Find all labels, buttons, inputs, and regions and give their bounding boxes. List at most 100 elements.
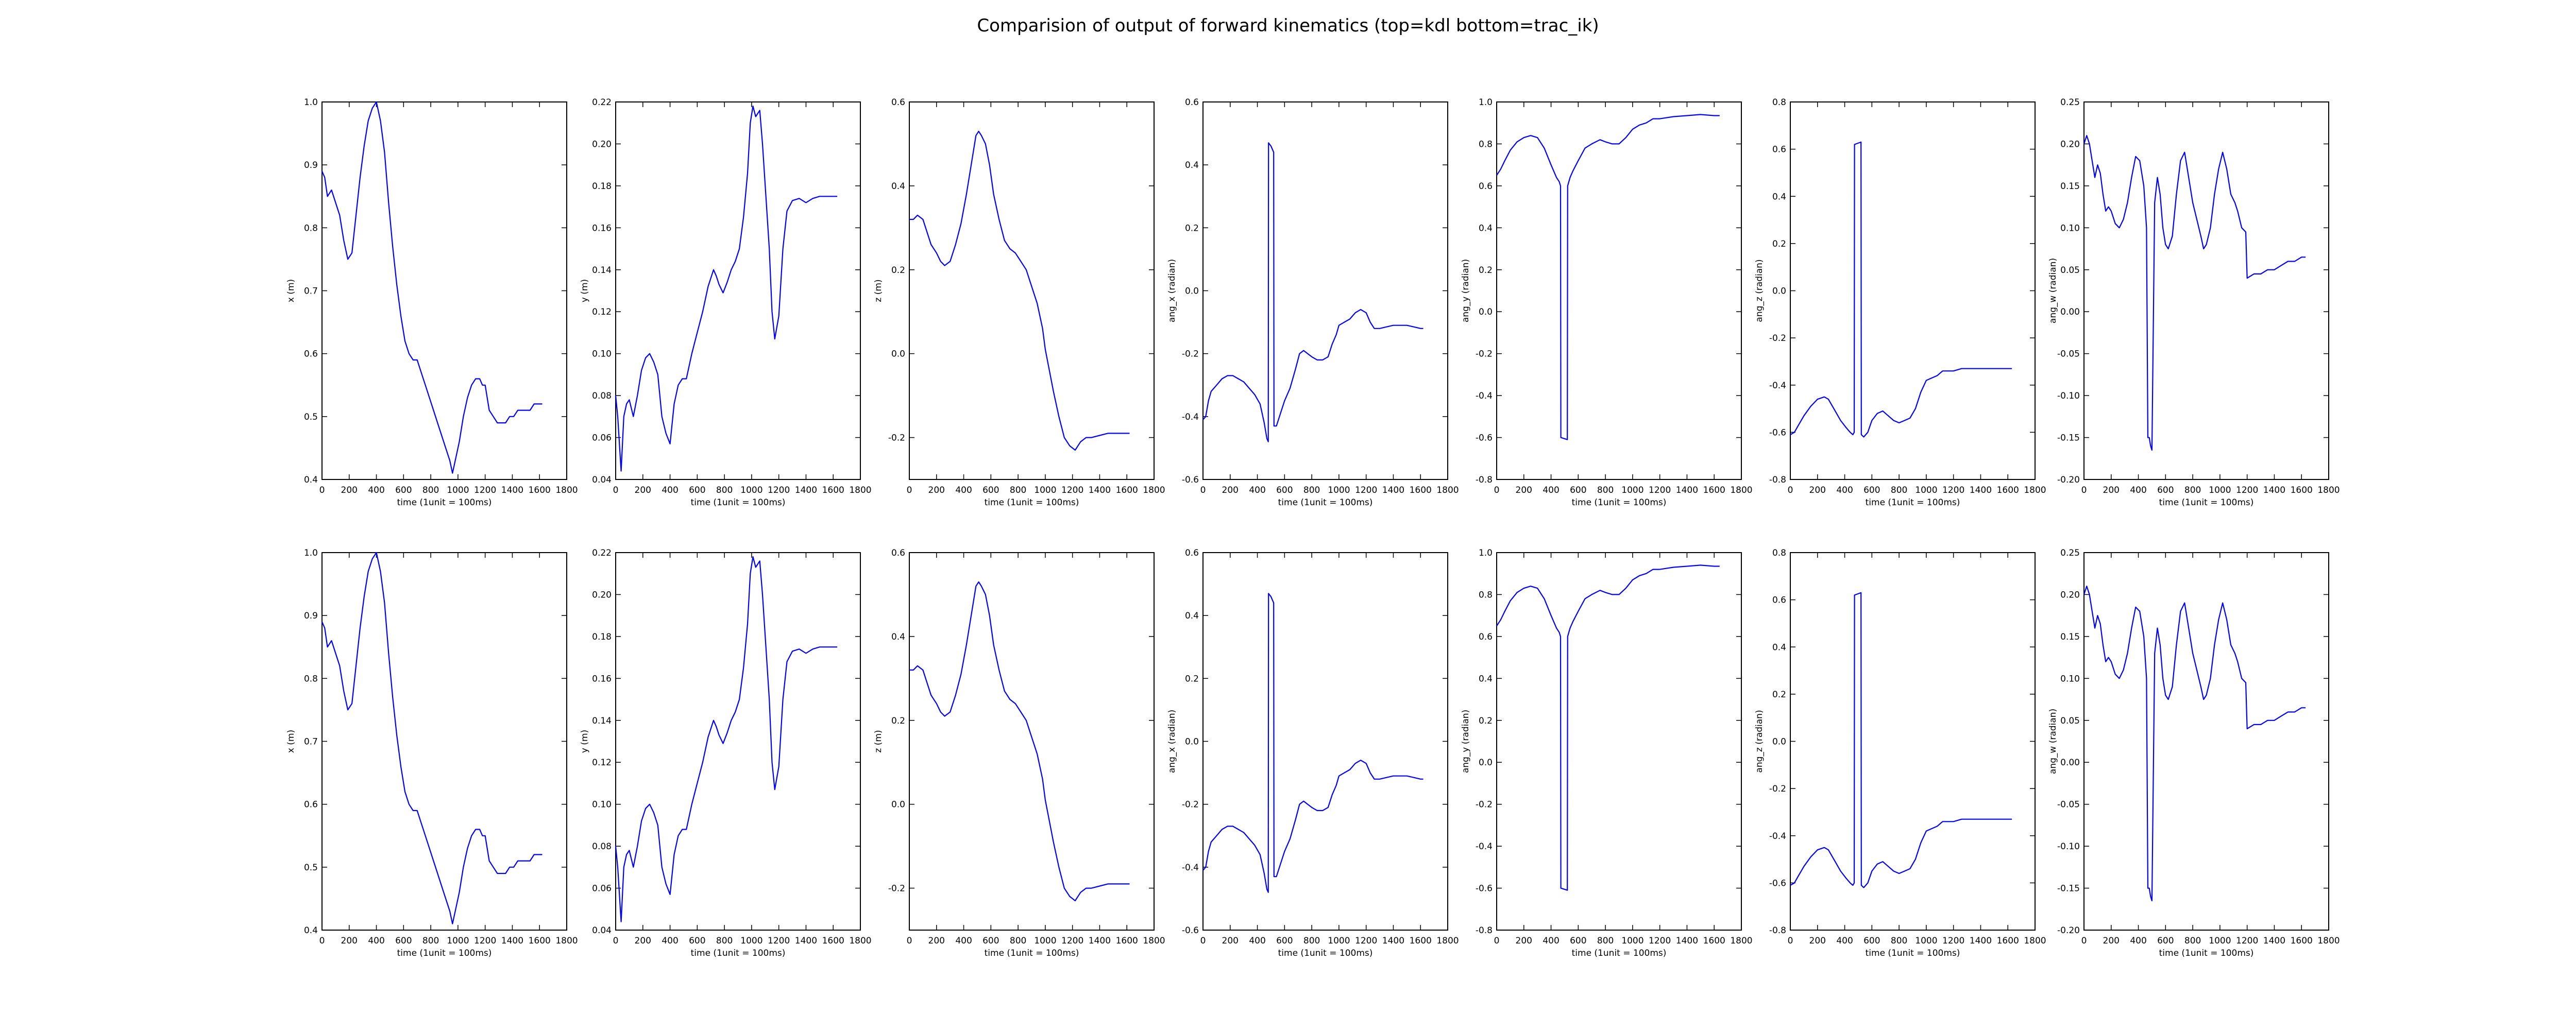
- chart-7-xtick-label: 1000: [2209, 485, 2231, 495]
- chart-9-xtick-label: 600: [689, 936, 705, 946]
- chart-1-xtick-label: 200: [341, 485, 358, 495]
- chart-3-xtick-label: 0: [907, 485, 912, 495]
- chart-12-ytick-label: -0.2: [1476, 800, 1493, 810]
- chart-10-xtick-label: 400: [955, 936, 972, 946]
- chart-14-plot-frame: [2083, 552, 2329, 931]
- chart-6-ylabel: ang_z (radian): [1754, 259, 1765, 322]
- figure-title: Comparision of output of forward kinemat…: [977, 15, 1599, 36]
- chart-5-ytick-label: 0.0: [1479, 307, 1493, 317]
- chart-5-ytick-label: 0.4: [1479, 223, 1493, 233]
- chart-12-plot-frame: [1496, 552, 1742, 931]
- chart-4-ytick-label: 0.0: [1185, 286, 1199, 297]
- chart-12-xtick-label: 1400: [1676, 936, 1698, 946]
- chart-1-ytick-label: 0.9: [304, 160, 318, 170]
- chart-14-ytick-label: 0.15: [2060, 632, 2080, 642]
- chart-4-xtick-label: 400: [1249, 485, 1265, 495]
- chart-8-xtick-label: 1000: [447, 936, 469, 946]
- chart-8-ytick-label: 0.8: [304, 674, 318, 684]
- chart-6-ytick-label: 0.6: [1772, 145, 1786, 155]
- chart-2-xtick-label: 1800: [849, 485, 871, 495]
- chart-2-ytick-label: 0.06: [592, 433, 612, 443]
- chart-1-ytick-label: 0.8: [304, 223, 318, 233]
- chart-9-xtick-label: 1600: [822, 936, 844, 946]
- chart-12-ytick-label: -0.6: [1476, 884, 1493, 894]
- chart-14-ytick-label: -0.20: [2057, 925, 2080, 936]
- chart-8-plot-frame: [321, 552, 567, 931]
- chart-3-xlabel: time (1unit = 100ms): [985, 497, 1079, 508]
- chart-9-xtick-label: 1200: [768, 936, 790, 946]
- chart-6-ytick-label: -0.6: [1769, 427, 1786, 438]
- chart-13-ytick-label: 0.2: [1772, 690, 1786, 700]
- chart-12-xtick-label: 1800: [1730, 936, 1752, 946]
- chart-1-xtick-label: 0: [319, 485, 325, 495]
- chart-7-xtick-label: 800: [2184, 485, 2201, 495]
- chart-4-xtick-label: 800: [1303, 485, 1320, 495]
- chart-8-xlabel: time (1unit = 100ms): [397, 948, 492, 958]
- chart-14-ylabel: ang_w (radian): [2048, 709, 2058, 774]
- chart-11-ytick-label: 0.4: [1185, 611, 1199, 621]
- chart-10-xtick-label: 800: [1010, 936, 1026, 946]
- chart-2-xtick-label: 600: [689, 485, 705, 495]
- chart-7-xtick-label: 400: [2130, 485, 2146, 495]
- chart-3-ytick-label: -0.2: [888, 433, 905, 443]
- chart-9-ytick-label: 0.08: [592, 842, 612, 852]
- chart-4-xtick-label: 1400: [1382, 485, 1404, 495]
- chart-11-xtick-label: 1400: [1382, 936, 1404, 946]
- chart-2-xtick-label: 1400: [795, 485, 817, 495]
- chart-4-xtick-label: 0: [1200, 485, 1206, 495]
- chart-5-ytick-label: 0.6: [1479, 181, 1493, 192]
- chart-7-ytick-label: 0.10: [2060, 223, 2080, 233]
- chart-7-ytick-label: 0.25: [2060, 97, 2080, 108]
- chart-6-ytick-label: 0.0: [1772, 286, 1786, 297]
- chart-11-ytick-label: 0.2: [1185, 674, 1199, 684]
- chart-11-xlabel: time (1unit = 100ms): [1278, 948, 1373, 958]
- chart-7-ylabel: ang_w (radian): [2048, 258, 2058, 323]
- chart-9-ytick-label: 0.12: [592, 758, 612, 768]
- chart-5-ylabel: ang_y (radian): [1461, 259, 1471, 322]
- chart-2-xtick-label: 400: [662, 485, 678, 495]
- chart-2-ytick-label: 0.22: [592, 97, 612, 108]
- chart-5-xtick-label: 1200: [1649, 485, 1671, 495]
- chart-12-ytick-label: 0.8: [1479, 590, 1493, 600]
- chart-5-xtick-label: 200: [1516, 485, 1532, 495]
- chart-7-series-line: [2083, 135, 2306, 451]
- chart-8-xtick-label: 1600: [529, 936, 551, 946]
- chart-1-xtick-label: 1800: [555, 485, 578, 495]
- chart-13-xtick-label: 400: [1836, 936, 1853, 946]
- chart-14-ytick-label: -0.15: [2057, 884, 2080, 894]
- chart-13-xtick-label: 1400: [1970, 936, 1992, 946]
- chart-14-ytick-label: -0.05: [2057, 800, 2080, 810]
- chart-7-xtick-label: 0: [2081, 485, 2087, 495]
- chart-10-ytick-label: 0.2: [891, 716, 905, 726]
- chart-1-ytick-label: 0.4: [304, 475, 318, 485]
- chart-2-ytick-label: 0.16: [592, 223, 612, 233]
- chart-7-xtick-label: 600: [2157, 485, 2174, 495]
- chart-12-xlabel: time (1unit = 100ms): [1572, 948, 1667, 958]
- chart-11-xtick-label: 1000: [1328, 936, 1350, 946]
- chart-7-xlabel: time (1unit = 100ms): [2159, 497, 2254, 508]
- chart-5-xtick-label: 400: [1543, 485, 1559, 495]
- chart-14-xtick-label: 800: [2184, 936, 2201, 946]
- chart-1-series-line: [321, 101, 543, 474]
- chart-1-ytick-label: 1.0: [304, 97, 318, 108]
- chart-13-plot-frame: [1790, 552, 2036, 931]
- chart-7-ytick-label: -0.20: [2057, 475, 2080, 485]
- chart-9-ytick-label: 0.18: [592, 632, 612, 642]
- chart-1-xtick-label: 400: [368, 485, 384, 495]
- chart-2-xtick-label: 1000: [740, 485, 762, 495]
- chart-6-plot-frame: [1790, 101, 2036, 480]
- chart-10-xtick-label: 0: [907, 936, 912, 946]
- chart-11-xtick-label: 0: [1200, 936, 1206, 946]
- chart-12-xtick-label: 1000: [1621, 936, 1643, 946]
- chart-6-xtick-label: 1600: [1997, 485, 2019, 495]
- chart-6-xtick-label: 0: [1788, 485, 1793, 495]
- chart-6-xtick-label: 800: [1891, 485, 1907, 495]
- chart-9-ytick-label: 0.04: [592, 925, 612, 936]
- chart-8-xtick-label: 0: [319, 936, 325, 946]
- chart-13-ytick-label: 0.0: [1772, 737, 1786, 747]
- chart-13-xtick-label: 0: [1788, 936, 1793, 946]
- chart-6-xtick-label: 1000: [1915, 485, 1937, 495]
- chart-3-ytick-label: 0.2: [891, 265, 905, 276]
- chart-7-xtick-label: 1600: [2291, 485, 2313, 495]
- chart-3-xtick-label: 800: [1010, 485, 1026, 495]
